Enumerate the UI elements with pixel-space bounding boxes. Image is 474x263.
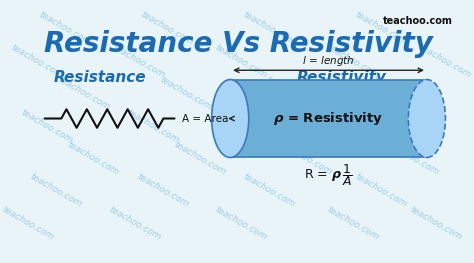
Text: teachoo.com: teachoo.com <box>325 43 380 79</box>
Text: teachoo.com: teachoo.com <box>385 140 440 177</box>
Text: teachoo.com: teachoo.com <box>418 43 473 79</box>
Ellipse shape <box>408 79 446 158</box>
Text: $l$ = length: $l$ = length <box>302 54 355 68</box>
Text: Resistance: Resistance <box>54 70 146 85</box>
Text: teachoo.com: teachoo.com <box>214 205 269 242</box>
Text: teachoo.com: teachoo.com <box>279 140 334 177</box>
Text: teachoo.com: teachoo.com <box>135 172 190 209</box>
Text: teachoo.com: teachoo.com <box>9 43 65 79</box>
Text: teachoo.com: teachoo.com <box>339 108 394 144</box>
Text: teachoo.com: teachoo.com <box>139 10 195 47</box>
Text: teachoo.com: teachoo.com <box>383 17 453 27</box>
Text: teachoo.com: teachoo.com <box>353 10 408 47</box>
Text: teachoo.com: teachoo.com <box>65 140 120 177</box>
Text: teachoo.com: teachoo.com <box>0 205 55 242</box>
Text: teachoo.com: teachoo.com <box>242 10 297 47</box>
Text: Resistance Vs Resistivity: Resistance Vs Resistivity <box>44 30 433 58</box>
Text: teachoo.com: teachoo.com <box>28 172 83 209</box>
Ellipse shape <box>211 79 249 158</box>
Text: teachoo.com: teachoo.com <box>107 205 162 242</box>
Text: teachoo.com: teachoo.com <box>325 205 380 242</box>
Text: teachoo.com: teachoo.com <box>126 108 181 144</box>
Text: teachoo.com: teachoo.com <box>353 172 408 209</box>
Text: teachoo.com: teachoo.com <box>242 172 297 209</box>
Text: Resistivity: Resistivity <box>297 70 386 85</box>
Text: teachoo.com: teachoo.com <box>56 75 111 112</box>
Text: teachoo.com: teachoo.com <box>409 205 464 242</box>
Text: teachoo.com: teachoo.com <box>214 43 269 79</box>
Text: A = Area: A = Area <box>182 114 228 124</box>
Text: teachoo.com: teachoo.com <box>158 75 213 112</box>
Text: teachoo.com: teachoo.com <box>37 10 92 47</box>
Text: teachoo.com: teachoo.com <box>19 108 74 144</box>
Text: R = $\boldsymbol{\rho}\,\dfrac{1}{A}$: R = $\boldsymbol{\rho}\,\dfrac{1}{A}$ <box>304 162 353 188</box>
Text: teachoo.com: teachoo.com <box>172 140 227 177</box>
Text: $\boldsymbol{\rho}$ = Resistivity: $\boldsymbol{\rho}$ = Resistivity <box>273 110 383 127</box>
Text: teachoo.com: teachoo.com <box>232 108 287 144</box>
Text: teachoo.com: teachoo.com <box>265 75 320 112</box>
Bar <box>230 79 427 158</box>
Text: teachoo.com: teachoo.com <box>372 75 427 112</box>
Text: teachoo.com: teachoo.com <box>112 43 167 79</box>
